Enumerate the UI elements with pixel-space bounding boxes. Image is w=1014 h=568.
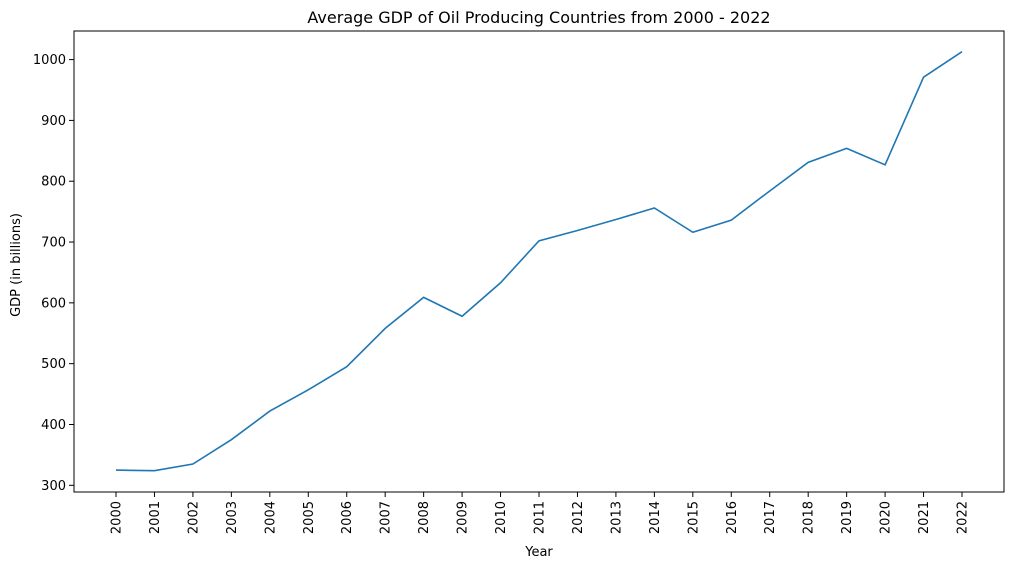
- y-tick-label: 300: [41, 479, 66, 494]
- y-tick-label: 500: [41, 357, 66, 372]
- y-axis: 300 400 500 600 700 800 900 1000: [33, 53, 74, 494]
- x-tick-label: 2000: [110, 501, 125, 534]
- y-axis-label: GDP (in billions): [9, 213, 24, 317]
- y-tick-label: 700: [41, 236, 66, 251]
- x-tick-label: 2004: [263, 501, 278, 534]
- x-tick-label: 2013: [609, 501, 624, 534]
- y-tick-label: 600: [41, 296, 66, 311]
- y-tick-label: 1000: [33, 53, 66, 68]
- x-tick-label: 2018: [802, 501, 817, 534]
- x-tick-label: 2017: [763, 501, 778, 534]
- x-tick-label: 2022: [956, 501, 971, 534]
- x-tick-label: 2006: [340, 501, 355, 534]
- y-tick-label: 400: [41, 418, 66, 433]
- x-tick-label: 2005: [302, 501, 317, 534]
- x-axis-label: Year: [524, 545, 553, 560]
- plot-frame: [73, 30, 1005, 493]
- x-tick-label: 2012: [571, 501, 586, 534]
- x-tick-label: 2016: [725, 501, 740, 534]
- x-tick-label: 2020: [879, 501, 894, 534]
- y-tick-label: 900: [41, 114, 66, 129]
- x-tick-label: 2008: [417, 501, 432, 534]
- x-tick-label: 2019: [840, 501, 855, 534]
- x-tick-label: 2002: [186, 501, 201, 534]
- x-tick-label: 2010: [494, 501, 509, 534]
- x-tick-label: 2015: [686, 501, 701, 534]
- y-tick-label: 800: [41, 175, 66, 190]
- x-tick-label: 2014: [648, 501, 663, 534]
- x-axis: 2000 2001 2002 2003 2004 2005 2006 2007 2008 2009…: [110, 492, 971, 534]
- x-tick-label: 2001: [148, 501, 163, 534]
- x-tick-label: 2009: [456, 501, 471, 534]
- chart-title: Average GDP of Oil Producing Countries f…: [307, 8, 770, 27]
- x-tick-label: 2011: [533, 501, 548, 534]
- x-tick-label: 2007: [379, 501, 394, 534]
- x-tick-label: 2021: [917, 501, 932, 534]
- x-tick-label: 2003: [225, 501, 240, 534]
- gdp-line: [115, 51, 963, 472]
